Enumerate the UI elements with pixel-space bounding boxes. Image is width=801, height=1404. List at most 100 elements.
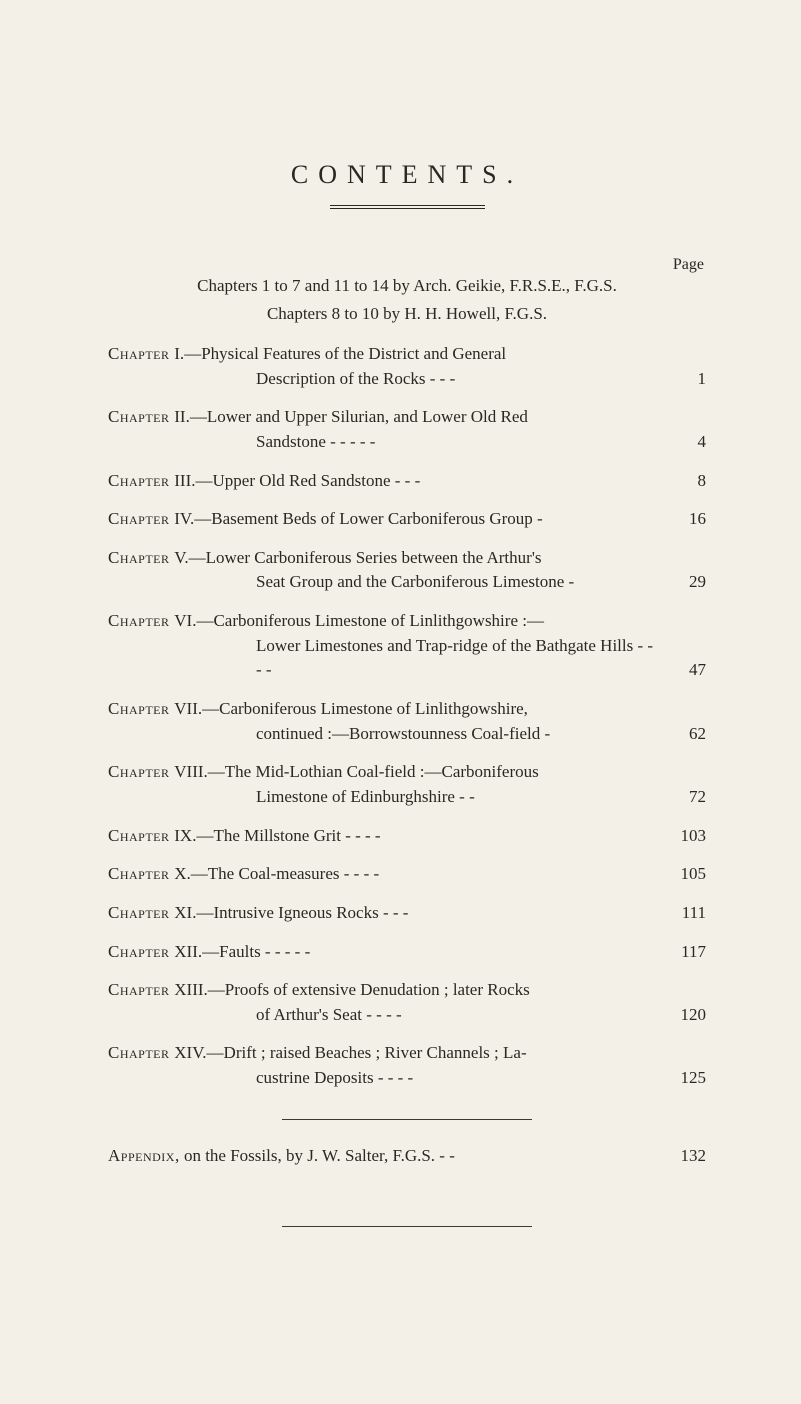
toc-page-number: 120 <box>660 1003 706 1028</box>
toc-page-number: 16 <box>660 507 706 532</box>
appendix-text: Appendix, on the Fossils, by J. W. Salte… <box>108 1144 660 1169</box>
chapter-title: —Upper Old Red Sandstone - - - <box>196 471 421 490</box>
intro-line-2: Chapters 8 to 10 by H. H. Howell, F.G.S. <box>108 304 706 324</box>
appendix-entry: Appendix, on the Fossils, by J. W. Salte… <box>108 1144 706 1169</box>
toc-entry-text: Chapter XIII.—Proofs of extensive Denuda… <box>108 978 660 1027</box>
chapter-label: Chapter <box>108 1043 174 1062</box>
toc-page-number: 105 <box>660 862 706 887</box>
appendix-page: 132 <box>660 1144 706 1169</box>
toc-entry: Chapter IX.—The Millstone Grit - - - -10… <box>108 824 706 849</box>
chapter-label: Chapter <box>108 344 174 363</box>
chapter-number: XII. <box>174 942 202 961</box>
toc-entry-text: Chapter VII.—Carboniferous Limestone of … <box>108 697 660 746</box>
chapter-title-cont: continued :—Borrowstounness Coal-field - <box>108 722 660 747</box>
chapter-label: Chapter <box>108 509 174 528</box>
chapter-title: —Intrusive Igneous Rocks - - - <box>196 903 408 922</box>
toc-entry: Chapter XII.—Faults - - - - -117 <box>108 940 706 965</box>
chapter-title-cont: Seat Group and the Carboniferous Limesto… <box>108 570 660 595</box>
chapter-title: —Proofs of extensive Denudation ; later … <box>208 980 530 999</box>
chapter-label: Chapter <box>108 826 174 845</box>
page-title: CONTENTS. <box>108 160 706 190</box>
chapter-number: XIV. <box>174 1043 206 1062</box>
toc-page-number: 1 <box>660 367 706 392</box>
chapter-number: X. <box>174 864 191 883</box>
toc-entry-text: Chapter V.—Lower Carboniferous Series be… <box>108 546 660 595</box>
chapter-label: Chapter <box>108 471 174 490</box>
toc-entry-text: Chapter X.—The Coal-measures - - - - <box>108 862 660 887</box>
chapter-title-cont: Description of the Rocks - - - <box>108 367 660 392</box>
chapter-label: Chapter <box>108 903 174 922</box>
chapter-number: V. <box>174 548 188 567</box>
chapter-number: VIII. <box>174 762 208 781</box>
toc-entry: Chapter XI.—Intrusive Igneous Rocks - - … <box>108 901 706 926</box>
chapter-title-cont: Limestone of Edinburghshire - - <box>108 785 660 810</box>
chapter-number: III. <box>174 471 195 490</box>
page-column-label: Page <box>108 256 706 274</box>
toc-entry: Chapter I.—Physical Features of the Dist… <box>108 342 706 391</box>
toc-page-number: 117 <box>660 940 706 965</box>
chapter-title: —Faults - - - - - <box>202 942 310 961</box>
toc-entry: Chapter VIII.—The Mid-Lothian Coal-field… <box>108 760 706 809</box>
chapter-title: —Drift ; raised Beaches ; River Channels… <box>207 1043 527 1062</box>
chapter-label: Chapter <box>108 762 174 781</box>
toc-entry-text: Chapter II.—Lower and Upper Silurian, an… <box>108 405 660 454</box>
toc-entry-text: Chapter XI.—Intrusive Igneous Rocks - - … <box>108 901 660 926</box>
contents-page: CONTENTS. Page Chapters 1 to 7 and 11 to… <box>0 0 801 1227</box>
chapter-number: XIII. <box>174 980 208 999</box>
toc-entry: Chapter VII.—Carboniferous Limestone of … <box>108 697 706 746</box>
toc-entry: Chapter V.—Lower Carboniferous Series be… <box>108 546 706 595</box>
chapter-number: IX. <box>174 826 196 845</box>
chapter-label: Chapter <box>108 864 174 883</box>
bottom-separator <box>282 1226 532 1227</box>
chapter-number: VI. <box>174 611 196 630</box>
chapter-title: —Carboniferous Limestone of Linlithgowsh… <box>196 611 544 630</box>
chapter-number: IV. <box>174 509 194 528</box>
toc-entry: Chapter XIV.—Drift ; raised Beaches ; Ri… <box>108 1041 706 1090</box>
toc-entry-text: Chapter IV.—Basement Beds of Lower Carbo… <box>108 507 660 532</box>
chapter-title-cont: of Arthur's Seat - - - - <box>108 1003 660 1028</box>
toc-entry: Chapter X.—The Coal-measures - - - -105 <box>108 862 706 887</box>
toc-entry: Chapter II.—Lower and Upper Silurian, an… <box>108 405 706 454</box>
toc-entry-text: Chapter IX.—The Millstone Grit - - - - <box>108 824 660 849</box>
chapter-label: Chapter <box>108 699 174 718</box>
toc-entry-text: Chapter III.—Upper Old Red Sandstone - -… <box>108 469 660 494</box>
toc-entry: Chapter XIII.—Proofs of extensive Denuda… <box>108 978 706 1027</box>
toc-page-number: 4 <box>660 430 706 455</box>
chapter-title-cont: custrine Deposits - - - - <box>108 1066 660 1091</box>
toc-entries: Chapter I.—Physical Features of the Dist… <box>108 342 706 1091</box>
toc-page-number: 72 <box>660 785 706 810</box>
chapter-label: Chapter <box>108 611 174 630</box>
chapter-label: Chapter <box>108 942 174 961</box>
intro-line-1: Chapters 1 to 7 and 11 to 14 by Arch. Ge… <box>108 276 706 296</box>
toc-page-number: 125 <box>660 1066 706 1091</box>
chapter-title: —Basement Beds of Lower Carboniferous Gr… <box>194 509 542 528</box>
toc-entry: Chapter VI.—Carboniferous Limestone of L… <box>108 609 706 683</box>
chapter-title: —The Mid-Lothian Coal-field :—Carbonifer… <box>208 762 539 781</box>
toc-page-number: 62 <box>660 722 706 747</box>
chapter-label: Chapter <box>108 548 174 567</box>
toc-page-number: 111 <box>660 901 706 926</box>
toc-entry-text: Chapter VIII.—The Mid-Lothian Coal-field… <box>108 760 660 809</box>
chapter-title: —The Millstone Grit - - - - <box>196 826 380 845</box>
title-rule <box>108 196 706 214</box>
toc-entry: Chapter IV.—Basement Beds of Lower Carbo… <box>108 507 706 532</box>
separator <box>282 1119 532 1120</box>
toc-page-number: 103 <box>660 824 706 849</box>
toc-entry-text: Chapter VI.—Carboniferous Limestone of L… <box>108 609 660 683</box>
toc-entry-text: Chapter XII.—Faults - - - - - <box>108 940 660 965</box>
toc-page-number: 47 <box>660 658 706 683</box>
chapter-number: XI. <box>174 903 196 922</box>
chapter-title-cont: Lower Limestones and Trap-ridge of the B… <box>108 634 660 683</box>
toc-entry-text: Chapter XIV.—Drift ; raised Beaches ; Ri… <box>108 1041 660 1090</box>
chapter-number: VII. <box>174 699 202 718</box>
chapter-title: —Carboniferous Limestone of Linlithgowsh… <box>202 699 528 718</box>
chapter-number: I. <box>174 344 184 363</box>
chapter-label: Chapter <box>108 407 174 426</box>
toc-entry: Chapter III.—Upper Old Red Sandstone - -… <box>108 469 706 494</box>
toc-page-number: 8 <box>660 469 706 494</box>
chapter-number: II. <box>174 407 190 426</box>
chapter-label: Chapter <box>108 980 174 999</box>
toc-entry-text: Chapter I.—Physical Features of the Dist… <box>108 342 660 391</box>
chapter-title: —Lower and Upper Silurian, and Lower Old… <box>190 407 528 426</box>
chapter-title: —The Coal-measures - - - - <box>191 864 379 883</box>
